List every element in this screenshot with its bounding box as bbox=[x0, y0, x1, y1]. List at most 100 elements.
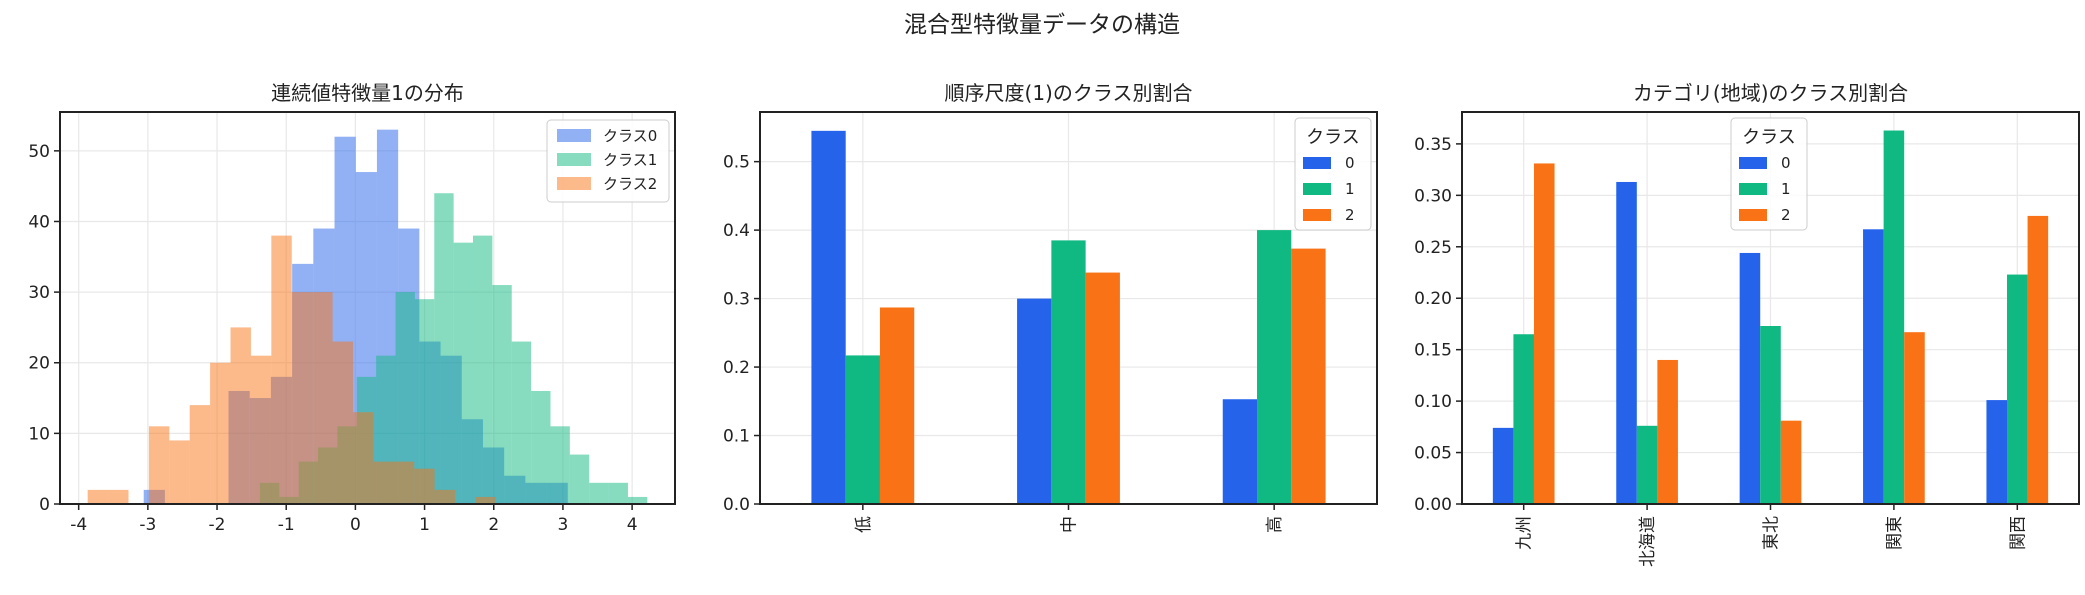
bar-class1-0 bbox=[845, 355, 880, 504]
bar-class1-2 bbox=[1257, 230, 1292, 505]
legend-swatch bbox=[1303, 157, 1331, 169]
legend: クラス 0 1 2 bbox=[1294, 117, 1372, 231]
y-tick-label: 0.0 bbox=[723, 495, 750, 515]
histogram-bar-class1 bbox=[472, 235, 493, 504]
bar-class0-4 bbox=[1986, 400, 2008, 504]
x-tick-label: 0 bbox=[350, 515, 361, 535]
histogram-bar-class1 bbox=[395, 292, 415, 504]
histogram-bar-class2 bbox=[271, 235, 292, 504]
x-tick-label: 中 bbox=[1060, 516, 1080, 533]
legend-label: 1 bbox=[1345, 180, 1355, 198]
legend-label: 0 bbox=[1345, 154, 1355, 172]
bar-class2-1 bbox=[1657, 359, 1678, 504]
x-tick-label: 九州 bbox=[1515, 516, 1535, 550]
bar-class0-3 bbox=[1863, 229, 1884, 505]
region-bar-subplot: 九州 北海道 東北 関東 関西 0.00 0.05 0.10 0.15 0.20 0.25 0.30 0… bbox=[1414, 81, 2080, 567]
bar-class1-3 bbox=[1883, 130, 1905, 504]
x-tick-label: 1 bbox=[419, 515, 430, 535]
x-tick-label: 関西 bbox=[2008, 516, 2028, 550]
y-tick-label: 20 bbox=[28, 354, 50, 374]
bar-class0-0 bbox=[1492, 427, 1514, 504]
histogram-bar-class1 bbox=[627, 496, 648, 504]
histogram-bar-class2 bbox=[393, 461, 415, 504]
histogram-bar-class2 bbox=[414, 468, 435, 504]
y-tick-label: 0.35 bbox=[1414, 135, 1452, 155]
histogram-bar-class2 bbox=[189, 405, 211, 504]
histogram-bar-class1 bbox=[453, 242, 473, 504]
histogram-subplot: -4 -3 -2 -1 0 1 2 3 401020304050連続値特徴量1の分布クラス0クラ… bbox=[28, 81, 676, 535]
y-tick-label: 40 bbox=[28, 212, 50, 232]
bar-class2-2 bbox=[1780, 420, 1802, 504]
legend-swatch bbox=[557, 153, 591, 166]
x-tick-label: 3 bbox=[558, 515, 569, 535]
subplot-title: 順序尺度(1)のクラス別割合 bbox=[945, 81, 1193, 105]
histogram-bar-class2 bbox=[291, 292, 313, 504]
bar-class1-0 bbox=[1513, 334, 1534, 504]
bar-class0-2 bbox=[1222, 399, 1258, 504]
x-tick-label: 低 bbox=[854, 516, 874, 533]
axes-frame bbox=[59, 111, 676, 505]
x-tick-label: -3 bbox=[139, 515, 156, 535]
legend: クラス 0 1 2 bbox=[1730, 117, 1808, 231]
bar-class2-1 bbox=[1085, 272, 1120, 504]
y-tick-label: 0.5 bbox=[723, 153, 750, 173]
legend-box bbox=[1294, 117, 1372, 231]
bar-class2-2 bbox=[1291, 248, 1326, 504]
y-tick-label: 50 bbox=[28, 142, 50, 162]
histogram-bar-class2 bbox=[210, 362, 231, 504]
x-tick-label: 2 bbox=[488, 515, 499, 535]
legend-title: クラス bbox=[1742, 127, 1796, 148]
bar-class2-0 bbox=[1533, 163, 1555, 504]
bar-class1-4 bbox=[2007, 274, 2028, 504]
figure-suptitle: 混合型特徴量データの構造 bbox=[904, 12, 1180, 38]
x-tick-label: -1 bbox=[278, 515, 295, 535]
y-tick-label: 0.4 bbox=[723, 221, 750, 241]
histogram-bar-class2 bbox=[312, 292, 333, 504]
legend-swatch bbox=[1739, 209, 1767, 221]
legend-title: クラス bbox=[1306, 127, 1360, 148]
y-tick-label: 0.00 bbox=[1414, 495, 1452, 515]
legend-swatch bbox=[1739, 157, 1767, 169]
histogram-bar-class2 bbox=[169, 440, 190, 504]
legend-swatch bbox=[1303, 183, 1331, 195]
legend: クラス0 クラス1 クラス2 bbox=[546, 119, 670, 203]
histogram-bar-class1 bbox=[589, 482, 609, 504]
bar-class2-3 bbox=[1904, 332, 1925, 504]
y-tick-label: 0 bbox=[39, 495, 50, 515]
subplot-title: 連続値特徴量1の分布 bbox=[271, 81, 464, 105]
y-tick-label: 0.10 bbox=[1414, 392, 1452, 412]
legend-box bbox=[1730, 117, 1808, 231]
legend-swatch bbox=[1303, 209, 1331, 221]
bar-class0-1 bbox=[1017, 298, 1052, 504]
histogram-bar-class2 bbox=[230, 327, 251, 504]
y-tick-label: 10 bbox=[28, 424, 50, 444]
subplot-title: カテゴリ(地域)のクラス別割合 bbox=[1633, 81, 1908, 105]
y-tick-label: 30 bbox=[28, 283, 50, 303]
x-tick-label: 関東 bbox=[1885, 516, 1905, 550]
histogram-bar-class1 bbox=[511, 341, 532, 504]
histogram-bar-class1 bbox=[434, 193, 454, 504]
y-tick-label: 0.15 bbox=[1414, 341, 1452, 361]
legend-label: 0 bbox=[1781, 154, 1791, 172]
x-tick-label: 北海道 bbox=[1638, 516, 1658, 567]
histogram-bar-class1 bbox=[492, 285, 512, 504]
legend-label: クラス2 bbox=[603, 175, 657, 193]
histogram-bar-class2 bbox=[475, 496, 496, 504]
histogram-bar-class1 bbox=[414, 299, 435, 504]
bar-class0-0 bbox=[811, 130, 846, 504]
y-tick-label: 0.1 bbox=[723, 427, 750, 447]
y-tick-label: 0.25 bbox=[1414, 238, 1452, 258]
legend-label: 1 bbox=[1781, 180, 1791, 198]
histogram-bar-class1 bbox=[569, 454, 590, 504]
histogram-bar-class2 bbox=[373, 461, 394, 504]
bar-class2-4 bbox=[2027, 215, 2049, 504]
histogram-bar-class2 bbox=[352, 412, 374, 504]
histogram-bar-class2 bbox=[148, 426, 170, 504]
y-tick-label: 0.05 bbox=[1414, 444, 1452, 464]
bar-class0-2 bbox=[1739, 252, 1761, 504]
bar-class2-0 bbox=[879, 307, 915, 504]
y-tick-label: 0.2 bbox=[723, 358, 750, 378]
x-tick-label: -4 bbox=[70, 515, 87, 535]
